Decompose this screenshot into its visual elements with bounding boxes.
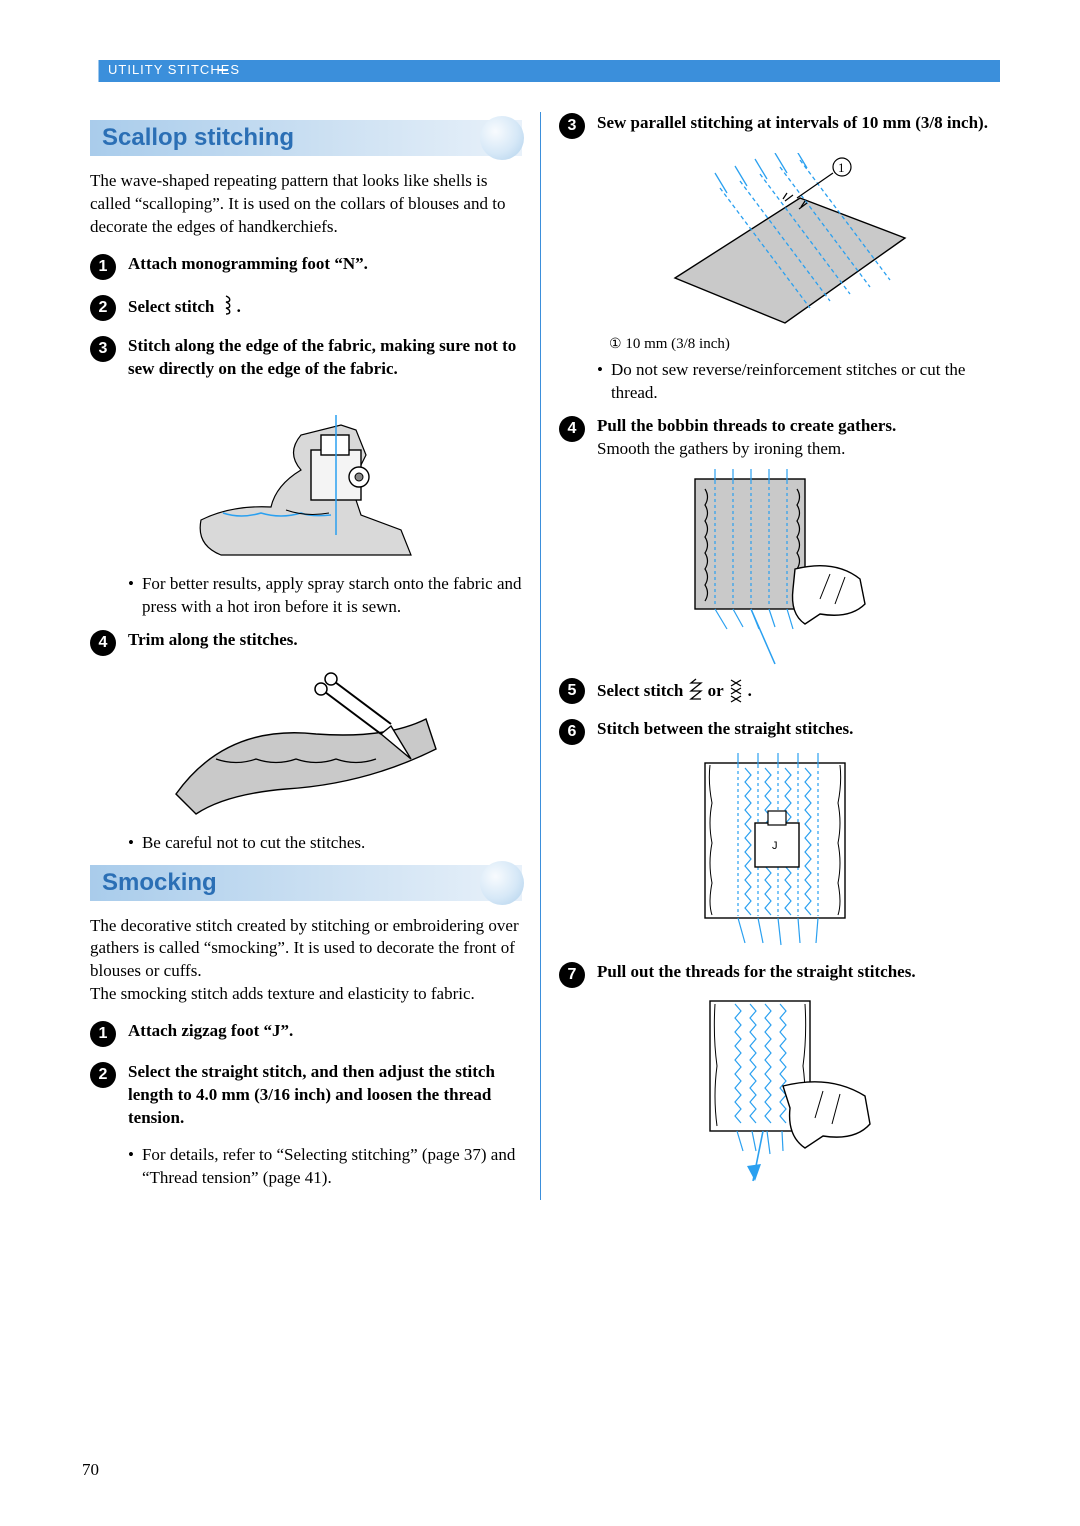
step-body: Attach monogramming foot “N”. <box>128 253 522 276</box>
step-number-icon: 7 <box>559 962 585 988</box>
step-text: Attach zigzag foot “J”. <box>128 1021 293 1040</box>
step-text-suffix: . <box>748 681 752 700</box>
smocking-step-3: 3 Sew parallel stitching at intervals of… <box>559 112 990 139</box>
scallop-step-2: 2 Select stitch . <box>90 294 522 321</box>
bullet-dot-icon: • <box>128 832 134 855</box>
scallop-fig-2 <box>90 664 522 824</box>
cross-stitch-icon <box>728 677 744 703</box>
step-text: Stitch along the edge of the fabric, mak… <box>128 336 516 378</box>
smocking-step-7: 7 Pull out the threads for the straight … <box>559 961 990 988</box>
page-root: UTILITY STITCHES Scallop stitching The w… <box>0 0 1080 1240</box>
step-subtext: Smooth the gathers by ironing them. <box>597 439 845 458</box>
smocking-fig-3: J <box>559 753 990 953</box>
step-text-suffix: . <box>237 297 241 316</box>
step-number-icon: 2 <box>90 1062 116 1088</box>
scallop-fig-1 <box>90 395 522 565</box>
smocking-bullet-1: • For details, refer to “Selecting stitc… <box>128 1144 522 1190</box>
step-text-mid: or <box>708 681 728 700</box>
step-text: Pull out the threads for the straight st… <box>597 962 916 981</box>
step-body: Stitch between the straight stitches. <box>597 718 990 741</box>
scallop-stitch-icon <box>219 294 233 318</box>
step-number-icon: 1 <box>90 1021 116 1047</box>
section-title-smocking: Smocking <box>90 865 522 901</box>
step-body: Pull the bobbin threads to create gather… <box>597 415 990 461</box>
step-body: Trim along the stitches. <box>128 629 522 652</box>
smocking-step-6: 6 Stitch between the straight stitches. <box>559 718 990 745</box>
smocking-step-2: 2 Select the straight stitch, and then a… <box>90 1061 522 1130</box>
smocking-step-1: 1 Attach zigzag foot “J”. <box>90 1020 522 1047</box>
pull-out-threads-illustration-icon <box>655 996 895 1186</box>
zigzag-stitch-icon <box>688 677 704 703</box>
columns: Scallop stitching The wave-shaped repeat… <box>80 112 1000 1200</box>
step-number-icon: 4 <box>90 630 116 656</box>
smocking-intro: The decorative stitch created by stitchi… <box>90 915 522 1007</box>
step-text: Pull the bobbin threads to create gather… <box>597 416 896 435</box>
step-text: Trim along the stitches. <box>128 630 298 649</box>
scallop-bullet-1: • For better results, apply spray starch… <box>128 573 522 619</box>
step-number-icon: 2 <box>90 295 116 321</box>
pull-threads-illustration-icon <box>655 469 895 669</box>
scallop-intro: The wave-shaped repeating pattern that l… <box>90 170 522 239</box>
step-number-icon: 1 <box>90 254 116 280</box>
header-tick-icon <box>218 69 228 71</box>
bullet-dot-icon: • <box>128 573 134 619</box>
scallop-heading: Scallop stitching <box>90 120 522 152</box>
bullet-text: Be careful not to cut the stitches. <box>142 832 365 855</box>
smocking-fig-4 <box>559 996 990 1186</box>
bullet-text: Do not sew reverse/reinforcement stitche… <box>611 359 990 405</box>
scallop-step-1: 1 Attach monogramming foot “N”. <box>90 253 522 280</box>
smocking-fig-2 <box>559 469 990 669</box>
step-body: Pull out the threads for the straight st… <box>597 961 990 984</box>
scallop-bullet-2: • Be careful not to cut the stitches. <box>128 832 522 855</box>
step-number-icon: 3 <box>559 113 585 139</box>
bullet-text: For better results, apply spray starch o… <box>142 573 522 619</box>
header-bar: UTILITY STITCHES <box>80 60 1000 82</box>
smocking-fig-1: 1 <box>559 153 990 328</box>
smocking-step-5: 5 Select stitch or . <box>559 677 990 704</box>
step-body: Select the straight stitch, and then adj… <box>128 1061 522 1130</box>
smocking-step-4: 4 Pull the bobbin threads to create gath… <box>559 415 990 461</box>
step-number-icon: 5 <box>559 678 585 704</box>
step-text: Attach monogramming foot “N”. <box>128 254 368 273</box>
step-body: Sew parallel stitching at intervals of 1… <box>597 112 990 135</box>
smocking-heading: Smocking <box>90 865 522 897</box>
left-column: Scallop stitching The wave-shaped repeat… <box>80 112 540 1200</box>
step-number-icon: 4 <box>559 416 585 442</box>
scallop-step-4: 4 Trim along the stitches. <box>90 629 522 656</box>
step-text: Stitch between the straight stitches. <box>597 719 853 738</box>
step-body: Select stitch or . <box>597 677 990 703</box>
scallop-step-3: 3 Stitch along the edge of the fabric, m… <box>90 335 522 381</box>
section-title-scallop: Scallop stitching <box>90 120 522 156</box>
sewing-foot-illustration-icon <box>191 395 421 565</box>
right-column: 3 Sew parallel stitching at intervals of… <box>540 112 1000 1200</box>
bullet-dot-icon: • <box>128 1144 134 1190</box>
caption-1: ① 10 mm (3/8 inch) <box>609 336 990 353</box>
step-number-icon: 6 <box>559 719 585 745</box>
step-body: Select stitch . <box>128 294 522 319</box>
step-text: Sew parallel stitching at intervals of 1… <box>597 113 988 132</box>
bullet-dot-icon: • <box>597 359 603 405</box>
svg-text:1: 1 <box>838 160 845 175</box>
page-number: 70 <box>82 1460 99 1480</box>
circled-1-icon: ① <box>609 337 622 352</box>
bullet-text: For details, refer to “Selecting stitchi… <box>142 1144 522 1190</box>
step-text-prefix: Select stitch <box>128 297 219 316</box>
smocking-bullet-3: • Do not sew reverse/reinforcement stitc… <box>597 359 990 405</box>
stitch-between-illustration-icon: J <box>660 753 890 953</box>
trim-illustration-icon <box>166 664 446 824</box>
caption-text: 10 mm (3/8 inch) <box>625 336 730 352</box>
step-text-prefix: Select stitch <box>597 681 688 700</box>
step-body: Stitch along the edge of the fabric, mak… <box>128 335 522 381</box>
step-text: Select the straight stitch, and then adj… <box>128 1062 495 1127</box>
step-body: Attach zigzag foot “J”. <box>128 1020 522 1043</box>
step-number-icon: 3 <box>90 336 116 362</box>
svg-text:J: J <box>772 840 778 852</box>
parallel-stitch-illustration-icon: 1 <box>635 153 915 328</box>
